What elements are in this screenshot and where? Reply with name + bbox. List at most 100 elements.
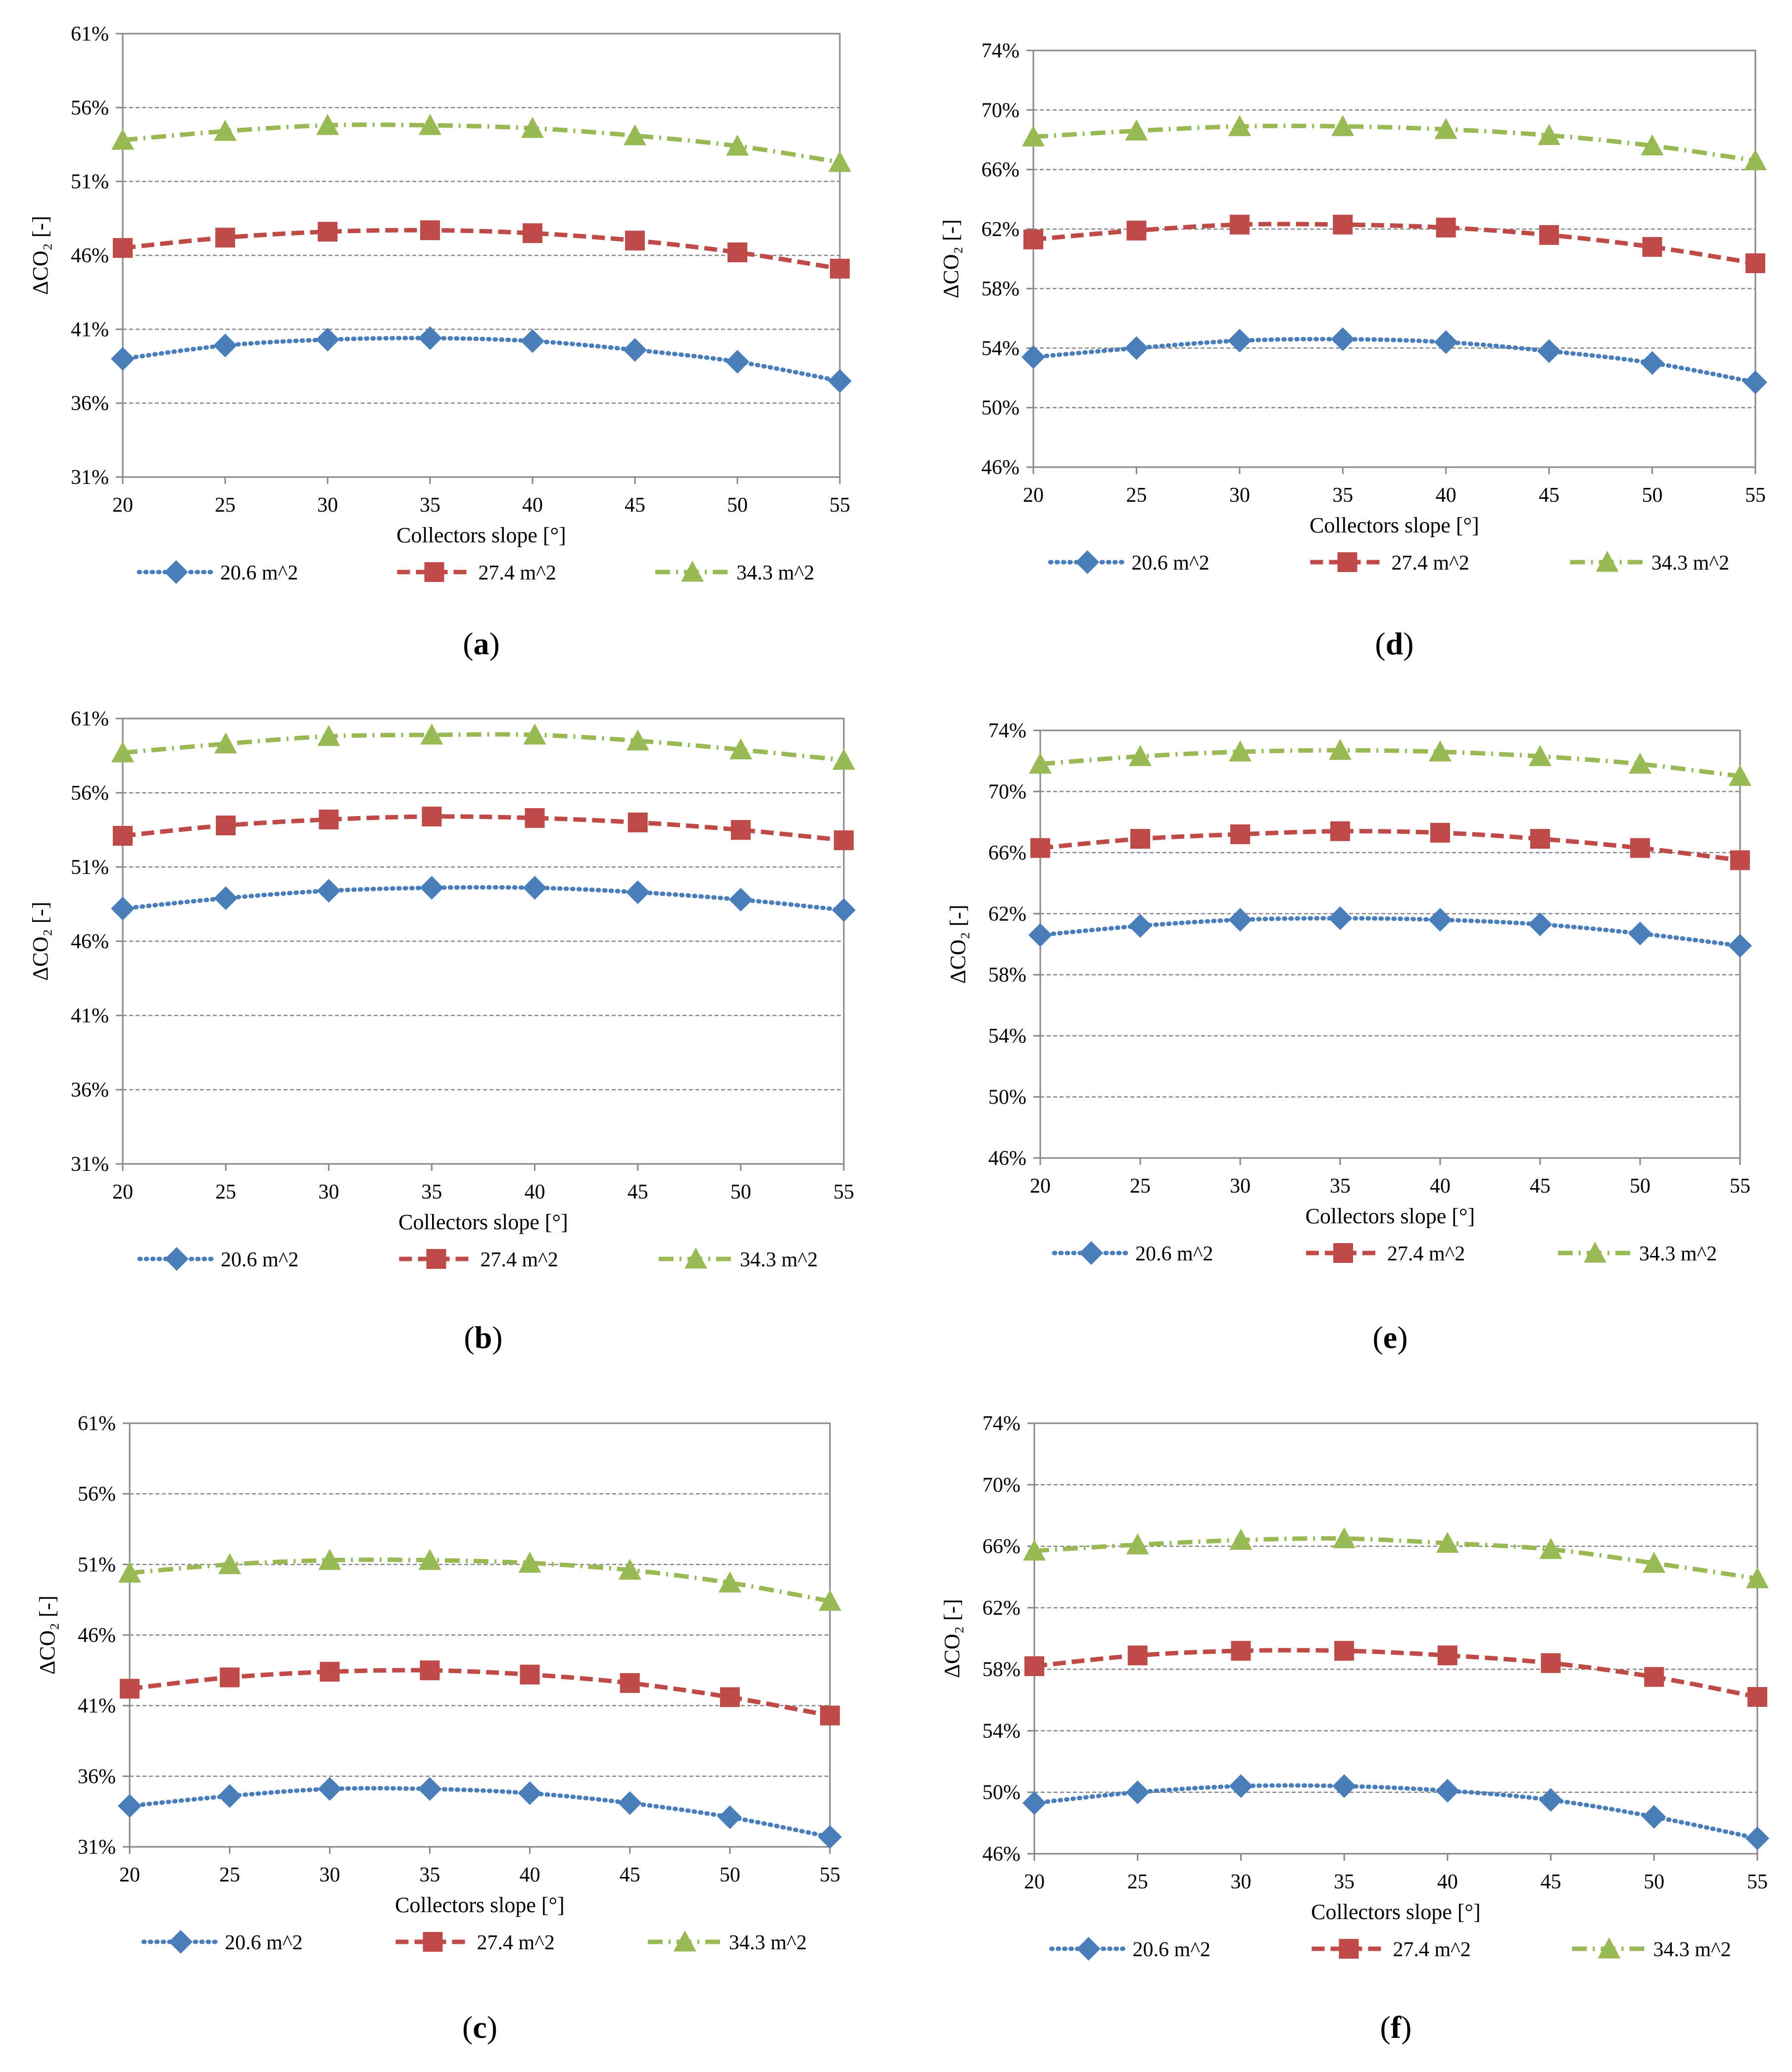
series-line-3 bbox=[129, 1557, 830, 1603]
y-tick-label: 74% bbox=[988, 720, 1026, 742]
x-tick-label: 40 bbox=[1437, 1871, 1458, 1893]
x-tick-label: 45 bbox=[1541, 1871, 1561, 1893]
y-tick-label: 74% bbox=[981, 40, 1019, 62]
data-point-3 bbox=[828, 150, 851, 172]
legend-marker-1 bbox=[1079, 1241, 1103, 1265]
data-point-3 bbox=[1539, 1538, 1562, 1559]
series-line-2 bbox=[1033, 222, 1756, 266]
series-line-1 bbox=[120, 336, 842, 384]
data-point-3 bbox=[1129, 745, 1152, 767]
plot-area bbox=[1039, 729, 1741, 1159]
y-tick-label: 41% bbox=[71, 318, 109, 341]
x-tick-label: 35 bbox=[1330, 1175, 1351, 1198]
data-point-2 bbox=[1231, 1640, 1251, 1661]
legend-label-1: 20.6 m^2 bbox=[221, 1249, 298, 1271]
data-point-2 bbox=[730, 820, 751, 840]
data-point-2 bbox=[720, 1687, 740, 1707]
data-point-2 bbox=[834, 830, 854, 850]
data-point-1 bbox=[318, 1777, 342, 1801]
y-tick-label: 36% bbox=[71, 392, 109, 415]
series-line-2 bbox=[122, 814, 844, 843]
y-tick-label: 50% bbox=[981, 397, 1019, 420]
y-tick-label: 46% bbox=[988, 1147, 1026, 1170]
data-point-2 bbox=[1330, 821, 1350, 841]
chart-panel-a: 31% 36% 41% 46% 51% 56% 61% 20 25 30 35 40 45 50 55 Col… bbox=[28, 23, 852, 661]
x-tick-label: 30 bbox=[318, 1181, 339, 1204]
x-tick-label: 20 bbox=[1023, 484, 1044, 507]
panel-caption: (b) bbox=[464, 1320, 502, 1355]
y-tick-label: 74% bbox=[982, 1412, 1020, 1435]
data-point-1 bbox=[1332, 1774, 1356, 1798]
data-point-1 bbox=[518, 1781, 542, 1805]
data-point-3 bbox=[626, 729, 649, 751]
x-tick-label: 45 bbox=[1539, 484, 1559, 507]
data-point-2 bbox=[1126, 220, 1147, 241]
y-tick-label: 54% bbox=[988, 1025, 1026, 1048]
x-tick-label: 45 bbox=[628, 1181, 648, 1204]
legend-label-3: 34.3 m^2 bbox=[740, 1249, 818, 1271]
data-point-2 bbox=[319, 810, 339, 829]
y-tick-label: 66% bbox=[981, 159, 1019, 182]
data-point-2 bbox=[1436, 217, 1456, 238]
panel-caption: (c) bbox=[462, 2010, 497, 2045]
x-tick-label: 30 bbox=[319, 1864, 340, 1886]
y-tick-label: 70% bbox=[988, 780, 1026, 803]
x-tick-label: 30 bbox=[1229, 484, 1250, 507]
y-tick-label: 50% bbox=[988, 1086, 1026, 1109]
data-point-3 bbox=[1125, 119, 1148, 141]
data-point-1 bbox=[118, 1794, 142, 1818]
y-tick-label: 56% bbox=[78, 1483, 116, 1506]
x-tick-label: 30 bbox=[1230, 1871, 1251, 1893]
y-tick-label: 41% bbox=[78, 1695, 116, 1718]
x-tick-label: 50 bbox=[720, 1864, 740, 1886]
legend-marker-2 bbox=[424, 562, 444, 582]
y-axis-title: ΔCO₂ [-] bbox=[946, 905, 970, 984]
data-point-3 bbox=[1641, 134, 1664, 156]
data-point-1 bbox=[1022, 1791, 1046, 1815]
data-point-3 bbox=[618, 1558, 641, 1580]
data-point-1 bbox=[1528, 912, 1552, 936]
legend-label-1: 20.6 m^2 bbox=[1133, 1938, 1211, 1961]
series-line-1 bbox=[127, 1786, 832, 1839]
legend-marker-1 bbox=[1075, 550, 1100, 574]
data-point-1 bbox=[1331, 327, 1355, 351]
legend-marker-2 bbox=[1337, 552, 1357, 572]
y-tick-label: 54% bbox=[981, 337, 1019, 360]
data-point-3 bbox=[317, 725, 340, 746]
y-tick-label: 62% bbox=[988, 903, 1026, 925]
data-point-2 bbox=[113, 826, 133, 846]
panel-caption: (d) bbox=[1375, 626, 1413, 661]
data-point-2 bbox=[1024, 1656, 1044, 1676]
y-tick-label: 58% bbox=[988, 964, 1026, 987]
x-tick-label: 55 bbox=[1747, 1871, 1768, 1893]
y-tick-label: 66% bbox=[982, 1536, 1020, 1558]
data-point-1 bbox=[1745, 1826, 1769, 1850]
data-point-1 bbox=[618, 1791, 642, 1815]
x-tick-label: 40 bbox=[1430, 1175, 1451, 1198]
data-point-1 bbox=[1728, 934, 1752, 958]
x-tick-label: 35 bbox=[421, 1181, 442, 1204]
data-point-3 bbox=[1029, 752, 1052, 774]
data-point-3 bbox=[419, 114, 441, 135]
legend-label-3: 34.3 m^2 bbox=[1639, 1243, 1717, 1265]
data-point-3 bbox=[718, 1571, 741, 1592]
data-point-1 bbox=[818, 1825, 842, 1849]
data-point-2 bbox=[1127, 1645, 1148, 1666]
data-point-3 bbox=[523, 723, 546, 745]
data-point-1 bbox=[111, 897, 135, 920]
legend-marker-1 bbox=[164, 560, 188, 584]
y-tick-label: 66% bbox=[988, 842, 1026, 865]
data-point-1 bbox=[1228, 908, 1252, 932]
data-point-2 bbox=[727, 242, 747, 263]
data-point-2 bbox=[1644, 1667, 1664, 1687]
data-point-1 bbox=[623, 338, 647, 362]
data-point-2 bbox=[1642, 237, 1662, 257]
data-point-1 bbox=[1539, 1788, 1563, 1812]
x-tick-label: 55 bbox=[1730, 1175, 1750, 1198]
x-tick-label: 25 bbox=[215, 494, 236, 517]
data-point-3 bbox=[1329, 739, 1352, 760]
y-tick-label: 46% bbox=[981, 456, 1019, 479]
data-point-3 bbox=[1529, 745, 1551, 767]
data-point-3 bbox=[1629, 752, 1651, 774]
data-point-2 bbox=[1023, 229, 1043, 249]
